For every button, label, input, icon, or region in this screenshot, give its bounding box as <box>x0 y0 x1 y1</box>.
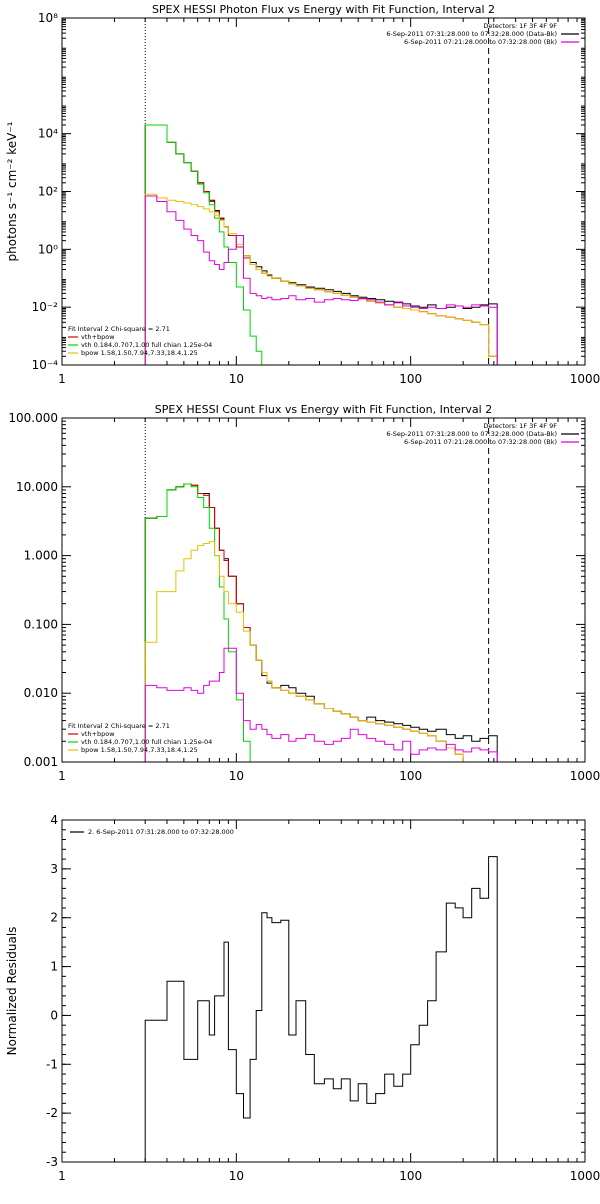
y-tick-label: 10⁸ <box>38 11 58 25</box>
chart-title: SPEX HESSI Count Flux vs Energy with Fit… <box>155 403 492 416</box>
y-axis-label: Normalized Residuals <box>5 927 19 1056</box>
y-axis-label: photons s⁻¹ cm⁻² keV⁻¹ <box>5 121 19 261</box>
legend-bottom-entry: vth+bpow <box>81 730 115 738</box>
x-tick-label: 10 <box>229 372 244 386</box>
x-tick-label: 1000 <box>570 372 600 386</box>
legend-bottom-entry: bpow 1.58,1.50,7.94,7.33,18.4,1.25 <box>81 349 198 357</box>
x-tick-label: 10 <box>229 1169 244 1183</box>
y-tick-label: 10⁻⁴ <box>32 358 59 372</box>
chart-panel-1: SPEX HESSI Photon Flux vs Energy with Fi… <box>5 3 600 386</box>
y-tick-label: 1.000 <box>24 549 58 563</box>
legend-bottom-entry: vth 0.184,0.707,1.00 full chian 1.25e-04 <box>81 341 212 349</box>
legend-bottom-header: Fit Interval 2 Chi-square = 2.71 <box>68 722 170 730</box>
series-data <box>144 483 498 762</box>
x-tick-label: 1000 <box>570 769 600 783</box>
series-group <box>144 483 498 762</box>
legend-top-entry: 2. 6-Sep-2011 07:31:28.000 to 07:32:28.0… <box>88 828 234 836</box>
y-tick-label: 0 <box>50 1008 58 1022</box>
legend-top-entry: 6-Sep-2011 07:21:28.000 to 07:32:28.000 … <box>404 38 557 46</box>
legend-top: 2. 6-Sep-2011 07:31:28.000 to 07:32:28.0… <box>70 828 234 836</box>
legend-top-header: Detectors: 1F 3F 4F 9F <box>483 22 557 30</box>
y-tick-label: 0.010 <box>24 686 58 700</box>
y-tick-label: -1 <box>46 1057 58 1071</box>
y-tick-label: 0.100 <box>24 617 58 631</box>
chart-panel-3: Normalized Residuals 1 10 100 1000 -3 -2 -1 0 1 2 3… <box>5 813 600 1183</box>
legend-top: Detectors: 1F 3F 4F 9F6-Sep-2011 07:31:2… <box>386 22 579 46</box>
y-tick-label: 10⁻² <box>32 300 59 314</box>
legend-bottom-entry: bpow 1.58,1.50,7.94,7.33,18.4,1.25 <box>81 746 198 754</box>
series-bpow <box>144 541 498 762</box>
plot-frame <box>61 819 586 1163</box>
x-tick-label: 1 <box>58 769 66 783</box>
y-tick-label: 4 <box>50 813 58 827</box>
legend-top-entry: 6-Sep-2011 07:31:28.000 to 07:32:28.000 … <box>386 430 557 438</box>
y-tick-label: 100.000 <box>8 411 58 425</box>
legend-bottom: Fit Interval 2 Chi-square = 2.71vth+bpow… <box>68 325 212 357</box>
x-tick-label: 100 <box>399 769 422 783</box>
y-tick-label: 10.000 <box>16 480 58 494</box>
chart-panel-2: SPEX HESSI Count Flux vs Energy with Fit… <box>8 403 600 783</box>
y-tick-label: 10⁴ <box>38 127 58 141</box>
x-tick-label: 1000 <box>570 1169 600 1183</box>
legend-bottom-entry: vth+bpow <box>81 333 115 341</box>
y-tick-label: -2 <box>46 1106 58 1120</box>
legend-bottom-header: Fit Interval 2 Chi-square = 2.71 <box>68 325 170 333</box>
x-tick-label: 100 <box>399 1169 422 1183</box>
series-group <box>144 124 498 365</box>
y-tick-label: 10² <box>38 185 58 199</box>
legend-top-entry: 6-Sep-2011 07:31:28.000 to 07:32:28.000 … <box>386 30 557 38</box>
y-tick-label: 3 <box>50 862 58 876</box>
plot-frame <box>61 17 586 366</box>
legend-top-header: Detectors: 1F 3F 4F 9F <box>483 422 557 430</box>
x-tick-label: 1 <box>58 372 66 386</box>
legend-bottom-entry: vth 0.184,0.707,1.00 full chian 1.25e-04 <box>81 738 212 746</box>
y-tick-label: -3 <box>46 1155 58 1169</box>
series-group <box>144 856 498 1162</box>
chart-title: SPEX HESSI Photon Flux vs Energy with Fi… <box>152 3 495 16</box>
y-tick-label: 0.001 <box>24 755 58 769</box>
series-bpow <box>144 193 498 365</box>
y-tick-label: 2 <box>50 911 58 925</box>
plot-frame <box>61 417 586 763</box>
legend-bottom: Fit Interval 2 Chi-square = 2.71vth+bpow… <box>68 722 212 754</box>
y-tick-label: 10⁰ <box>38 242 58 256</box>
y-tick-label: 1 <box>50 960 58 974</box>
legend-top-entry: 6-Sep-2011 07:21:28.000 to 07:32:28.000 … <box>404 438 557 446</box>
x-tick-label: 10 <box>229 769 244 783</box>
x-tick-label: 1 <box>58 1169 66 1183</box>
series-residuals <box>144 856 498 1162</box>
series-background <box>144 647 498 762</box>
x-tick-label: 100 <box>399 372 422 386</box>
series-background <box>144 195 498 365</box>
legend-top: Detectors: 1F 3F 4F 9F6-Sep-2011 07:31:2… <box>386 422 579 446</box>
